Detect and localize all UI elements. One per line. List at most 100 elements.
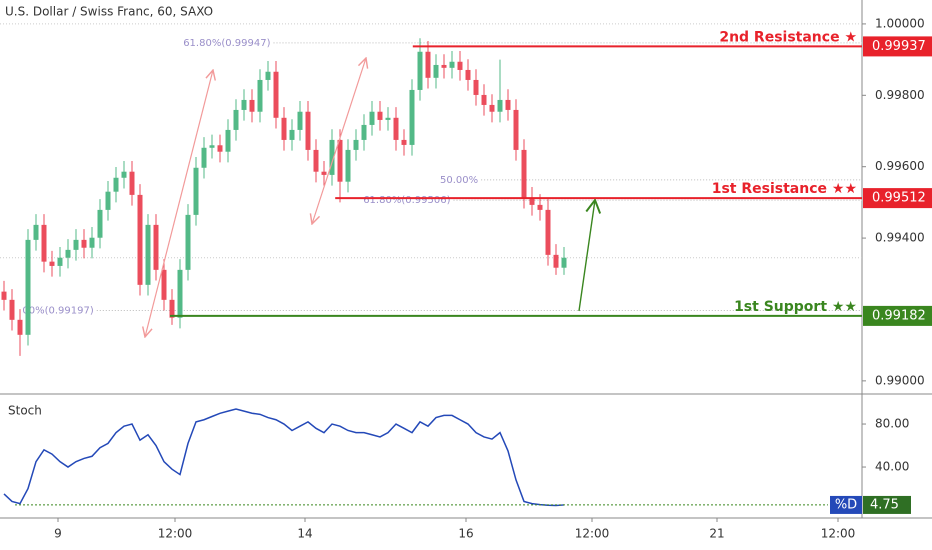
candle-body xyxy=(233,109,239,130)
candle-body xyxy=(105,191,111,210)
candle-body xyxy=(553,254,559,268)
candle-body xyxy=(441,64,447,68)
candle-body xyxy=(393,117,399,140)
level-price: 0.99512 xyxy=(872,191,926,206)
candle-body xyxy=(465,69,471,80)
candle-body xyxy=(185,214,191,270)
value-label: 4.75 xyxy=(870,497,899,512)
candle-body xyxy=(321,171,327,175)
level-price-box xyxy=(863,305,932,326)
candle-body xyxy=(297,111,303,130)
candle-body xyxy=(129,171,135,195)
candle-body xyxy=(49,261,55,266)
candle-body xyxy=(401,139,407,145)
candle-body xyxy=(17,319,23,335)
y-tick-label: 0.99400 xyxy=(875,231,925,245)
candle-body xyxy=(473,79,479,95)
candle-body xyxy=(521,149,527,198)
candle-body xyxy=(425,51,431,78)
candle-body xyxy=(489,104,495,112)
candle-body xyxy=(217,145,223,152)
candle-body xyxy=(345,149,351,182)
candle-body xyxy=(241,99,247,110)
candle-body xyxy=(265,71,271,80)
candle-body xyxy=(353,139,359,150)
level-label: 2nd Resistance ★ xyxy=(719,29,857,45)
candle-body xyxy=(281,117,287,140)
candle-body xyxy=(505,99,511,110)
candle-body xyxy=(249,99,255,112)
y-tick-label: 0.99000 xyxy=(875,373,925,387)
candle-body xyxy=(417,51,423,90)
level-label: 1st Support ★★ xyxy=(734,299,857,315)
candle-body xyxy=(161,269,167,300)
candle-body xyxy=(497,99,503,112)
fib-label: 50.00% xyxy=(440,175,478,186)
swing-arrow xyxy=(145,70,213,337)
candle-body xyxy=(337,139,343,182)
candle-body xyxy=(81,239,87,248)
candle-body xyxy=(385,117,391,120)
candle-body xyxy=(201,147,207,168)
x-tick-label: 12:00 xyxy=(821,527,856,541)
candle-body xyxy=(41,224,47,262)
candle-body xyxy=(305,111,311,150)
x-tick-label: 12:00 xyxy=(575,527,610,541)
candle-body xyxy=(153,224,159,270)
y-tick-label: 80.00 xyxy=(875,417,909,431)
x-tick-label: 21 xyxy=(709,527,724,541)
candle-body xyxy=(89,237,95,248)
y-tick-label: 0.99600 xyxy=(875,159,925,173)
candle-body xyxy=(481,94,487,105)
x-tick-label: 9 xyxy=(54,527,62,541)
candle-body xyxy=(377,111,383,120)
target-arrow xyxy=(578,198,602,312)
candle-body xyxy=(289,129,295,140)
fib-label: 61.80%(0.99947) xyxy=(183,38,270,49)
candle-body xyxy=(225,129,231,152)
candle-body xyxy=(145,224,151,285)
level-price-box xyxy=(863,188,932,209)
stoch-line xyxy=(3,408,565,507)
y-tick-label: 40.00 xyxy=(875,460,909,474)
candle-body xyxy=(57,257,63,266)
candle-body xyxy=(545,209,551,255)
candle-body xyxy=(369,111,375,125)
candle-body xyxy=(25,239,31,335)
candle-body xyxy=(65,249,71,258)
series-name-box xyxy=(830,495,862,514)
candle-body xyxy=(457,61,463,70)
candle-body xyxy=(257,79,263,112)
candle-body xyxy=(33,224,39,240)
swing-arrow xyxy=(312,58,366,224)
candle-body xyxy=(409,89,415,145)
x-tick-label: 14 xyxy=(297,527,312,541)
candle-body xyxy=(177,269,183,318)
candle-body xyxy=(561,257,567,268)
candle-body xyxy=(313,149,319,172)
y-tick-label: 1.00000 xyxy=(875,16,925,30)
candle-body xyxy=(193,167,199,215)
fib-label: 61.80%(0.99506) xyxy=(363,195,450,206)
candle-body xyxy=(433,64,439,78)
y-tick-label: 0.99800 xyxy=(875,88,925,102)
candle-body xyxy=(209,145,215,148)
candle-body xyxy=(137,194,143,285)
indicator-title: Stoch xyxy=(8,404,42,418)
candle-body xyxy=(1,291,7,300)
candle-body xyxy=(97,209,103,238)
x-tick-label: 12:00 xyxy=(158,527,193,541)
candle-body xyxy=(513,109,519,150)
level-price: 0.99937 xyxy=(872,39,926,54)
candle-body xyxy=(529,197,535,205)
candle-body xyxy=(73,239,79,250)
candle-body xyxy=(113,177,119,192)
x-tick-label: 16 xyxy=(458,527,473,541)
candle-body xyxy=(9,299,15,320)
value-box xyxy=(863,495,911,514)
chart-title: U.S. Dollar / Swiss Franc, 60, SAXO xyxy=(5,5,213,19)
legend-entry: %D xyxy=(835,497,857,512)
candle-body xyxy=(449,61,455,68)
fib-label: 00%(0.99197) xyxy=(22,306,93,317)
